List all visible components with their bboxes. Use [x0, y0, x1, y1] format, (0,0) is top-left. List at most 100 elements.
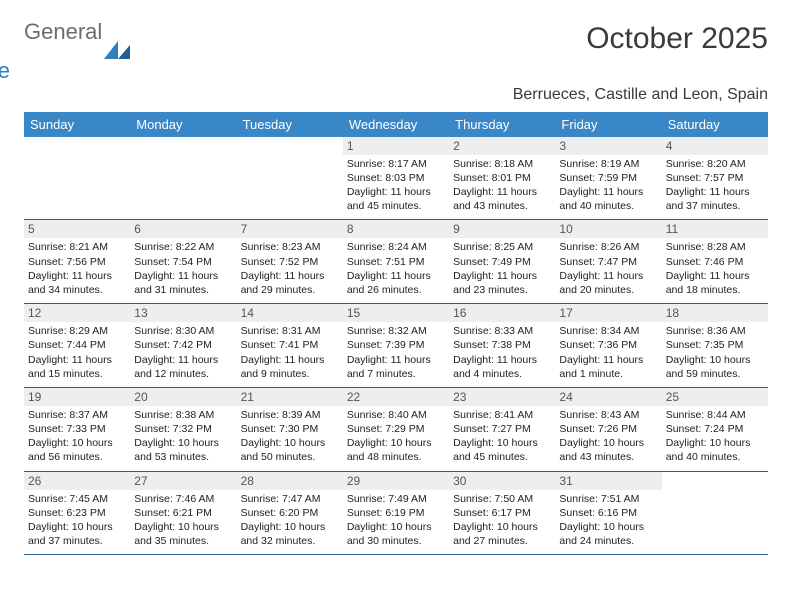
calendar-day-cell: 18 Sunrise: 8:36 AMSunset: 7:35 PMDayligh…: [662, 304, 768, 388]
weekday-header: Tuesday: [237, 112, 343, 137]
day-number: 26: [24, 472, 130, 490]
calendar-day-cell: 4 Sunrise: 8:20 AMSunset: 7:57 PMDaylight…: [662, 137, 768, 220]
day-info: Sunrise: 8:31 AMSunset: 7:41 PMDaylight:…: [241, 324, 339, 381]
brand-text: General Blue: [24, 22, 102, 82]
day-number: 23: [449, 388, 555, 406]
calendar-day-cell: 6 Sunrise: 8:22 AMSunset: 7:54 PMDaylight…: [130, 220, 236, 304]
day-number: 10: [555, 220, 661, 238]
calendar-day-cell: 30Sunrise: 7:50 AMSunset: 6:17 PMDayligh…: [449, 471, 555, 555]
day-number: 12: [24, 304, 130, 322]
calendar-week-row: 26 Sunrise: 7:45 AMSunset: 6:23 PMDayligh…: [24, 471, 768, 555]
brand-mark-icon: [104, 39, 132, 64]
calendar-day-cell: 16 Sunrise: 8:33 AMSunset: 7:38 PMDayligh…: [449, 304, 555, 388]
calendar-day-cell: [237, 137, 343, 220]
day-number: 25: [662, 388, 768, 406]
day-info: Sunrise: 8:26 AMSunset: 7:47 PMDaylight:…: [559, 240, 657, 297]
day-info: Sunrise: 8:19 AMSunset: 7:59 PMDaylight:…: [559, 157, 657, 214]
day-number: 30: [449, 472, 555, 490]
day-info: Sunrise: 8:17 AMSunset: 8:03 PMDaylight:…: [347, 157, 445, 214]
calendar-day-cell: 25 Sunrise: 8:44 AMSunset: 7:24 PMDayligh…: [662, 387, 768, 471]
day-number: 31: [555, 472, 661, 490]
month-title: October 2025: [586, 22, 768, 56]
day-number: 2: [449, 137, 555, 155]
calendar-day-cell: 22 Sunrise: 8:40 AMSunset: 7:29 PMDayligh…: [343, 387, 449, 471]
calendar-day-cell: 3 Sunrise: 8:19 AMSunset: 7:59 PMDaylight…: [555, 137, 661, 220]
calendar-day-cell: 5Sunrise: 8:21 AMSunset: 7:56 PMDaylight…: [24, 220, 130, 304]
day-info: Sunrise: 8:40 AMSunset: 7:29 PMDaylight:…: [347, 408, 445, 465]
brand-word2: Blue: [0, 61, 10, 82]
calendar-day-cell: 9 Sunrise: 8:25 AMSunset: 7:49 PMDaylight…: [449, 220, 555, 304]
day-info: Sunrise: 8:28 AMSunset: 7:46 PMDaylight:…: [666, 240, 764, 297]
day-info: Sunrise: 8:23 AMSunset: 7:52 PMDaylight:…: [241, 240, 339, 297]
day-info: Sunrise: 8:34 AMSunset: 7:36 PMDaylight:…: [559, 324, 657, 381]
calendar-day-cell: 1 Sunrise: 8:17 AMSunset: 8:03 PMDaylight…: [343, 137, 449, 220]
weekday-header: Sunday: [24, 112, 130, 137]
calendar-day-cell: [24, 137, 130, 220]
calendar-day-cell: 10 Sunrise: 8:26 AMSunset: 7:47 PMDayligh…: [555, 220, 661, 304]
day-number: 3: [555, 137, 661, 155]
day-number: 15: [343, 304, 449, 322]
calendar-day-cell: 17 Sunrise: 8:34 AMSunset: 7:36 PMDayligh…: [555, 304, 661, 388]
calendar-day-cell: 20Sunrise: 8:38 AMSunset: 7:32 PMDayligh…: [130, 387, 236, 471]
day-number: 28: [237, 472, 343, 490]
day-number: 24: [555, 388, 661, 406]
calendar-day-cell: 14 Sunrise: 8:31 AMSunset: 7:41 PMDayligh…: [237, 304, 343, 388]
day-info: Sunrise: 8:43 AMSunset: 7:26 PMDaylight:…: [559, 408, 657, 465]
day-number: 18: [662, 304, 768, 322]
calendar-page: General Blue October 2025 Berrueces, Cas…: [0, 0, 792, 577]
day-number: 8: [343, 220, 449, 238]
day-info: Sunrise: 8:33 AMSunset: 7:38 PMDaylight:…: [453, 324, 551, 381]
calendar-header: SundayMondayTuesdayWednesdayThursdayFrid…: [24, 112, 768, 137]
day-info: Sunrise: 8:24 AMSunset: 7:51 PMDaylight:…: [347, 240, 445, 297]
day-number: 7: [237, 220, 343, 238]
day-info: Sunrise: 8:20 AMSunset: 7:57 PMDaylight:…: [666, 157, 764, 214]
calendar-day-cell: 7 Sunrise: 8:23 AMSunset: 7:52 PMDaylight…: [237, 220, 343, 304]
weekday-header: Friday: [555, 112, 661, 137]
day-info: Sunrise: 7:51 AMSunset: 6:16 PMDaylight:…: [559, 492, 657, 549]
day-number: 17: [555, 304, 661, 322]
day-number: 29: [343, 472, 449, 490]
calendar-week-row: 1 Sunrise: 8:17 AMSunset: 8:03 PMDaylight…: [24, 137, 768, 220]
day-number: 4: [662, 137, 768, 155]
weekday-header: Monday: [130, 112, 236, 137]
day-number: 22: [343, 388, 449, 406]
day-number: 9: [449, 220, 555, 238]
day-number: 11: [662, 220, 768, 238]
brand-word1: General: [24, 22, 102, 43]
calendar-day-cell: 28 Sunrise: 7:47 AMSunset: 6:20 PMDayligh…: [237, 471, 343, 555]
day-info: Sunrise: 8:22 AMSunset: 7:54 PMDaylight:…: [134, 240, 232, 297]
calendar-day-cell: 23Sunrise: 8:41 AMSunset: 7:27 PMDayligh…: [449, 387, 555, 471]
day-info: Sunrise: 8:25 AMSunset: 7:49 PMDaylight:…: [453, 240, 551, 297]
day-number: 27: [130, 472, 236, 490]
day-info: Sunrise: 7:46 AMSunset: 6:21 PMDaylight:…: [134, 492, 232, 549]
day-number: 5: [24, 220, 130, 238]
calendar-day-cell: 8 Sunrise: 8:24 AMSunset: 7:51 PMDaylight…: [343, 220, 449, 304]
day-info: Sunrise: 7:45 AMSunset: 6:23 PMDaylight:…: [28, 492, 126, 549]
day-info: Sunrise: 8:32 AMSunset: 7:39 PMDaylight:…: [347, 324, 445, 381]
calendar-day-cell: 21Sunrise: 8:39 AMSunset: 7:30 PMDayligh…: [237, 387, 343, 471]
calendar-day-cell: 11 Sunrise: 8:28 AMSunset: 7:46 PMDayligh…: [662, 220, 768, 304]
day-number: 16: [449, 304, 555, 322]
day-info: Sunrise: 8:18 AMSunset: 8:01 PMDaylight:…: [453, 157, 551, 214]
day-number: 6: [130, 220, 236, 238]
calendar-week-row: 5Sunrise: 8:21 AMSunset: 7:56 PMDaylight…: [24, 220, 768, 304]
calendar-day-cell: [130, 137, 236, 220]
calendar-day-cell: [662, 471, 768, 555]
brand-logo: General Blue: [24, 22, 132, 82]
day-info: Sunrise: 8:44 AMSunset: 7:24 PMDaylight:…: [666, 408, 764, 465]
day-info: Sunrise: 8:30 AMSunset: 7:42 PMDaylight:…: [134, 324, 232, 381]
calendar-day-cell: 15 Sunrise: 8:32 AMSunset: 7:39 PMDayligh…: [343, 304, 449, 388]
day-number: 14: [237, 304, 343, 322]
calendar-day-cell: 26 Sunrise: 7:45 AMSunset: 6:23 PMDayligh…: [24, 471, 130, 555]
day-number: 1: [343, 137, 449, 155]
calendar-day-cell: 29 Sunrise: 7:49 AMSunset: 6:19 PMDayligh…: [343, 471, 449, 555]
day-info: Sunrise: 8:36 AMSunset: 7:35 PMDaylight:…: [666, 324, 764, 381]
day-info: Sunrise: 7:47 AMSunset: 6:20 PMDaylight:…: [241, 492, 339, 549]
weekday-header: Thursday: [449, 112, 555, 137]
calendar-day-cell: 2 Sunrise: 8:18 AMSunset: 8:01 PMDaylight…: [449, 137, 555, 220]
calendar-body: 1 Sunrise: 8:17 AMSunset: 8:03 PMDaylight…: [24, 137, 768, 555]
header-row: General Blue October 2025: [24, 22, 768, 82]
day-info: Sunrise: 7:49 AMSunset: 6:19 PMDaylight:…: [347, 492, 445, 549]
day-number: 20: [130, 388, 236, 406]
weekday-header: Wednesday: [343, 112, 449, 137]
